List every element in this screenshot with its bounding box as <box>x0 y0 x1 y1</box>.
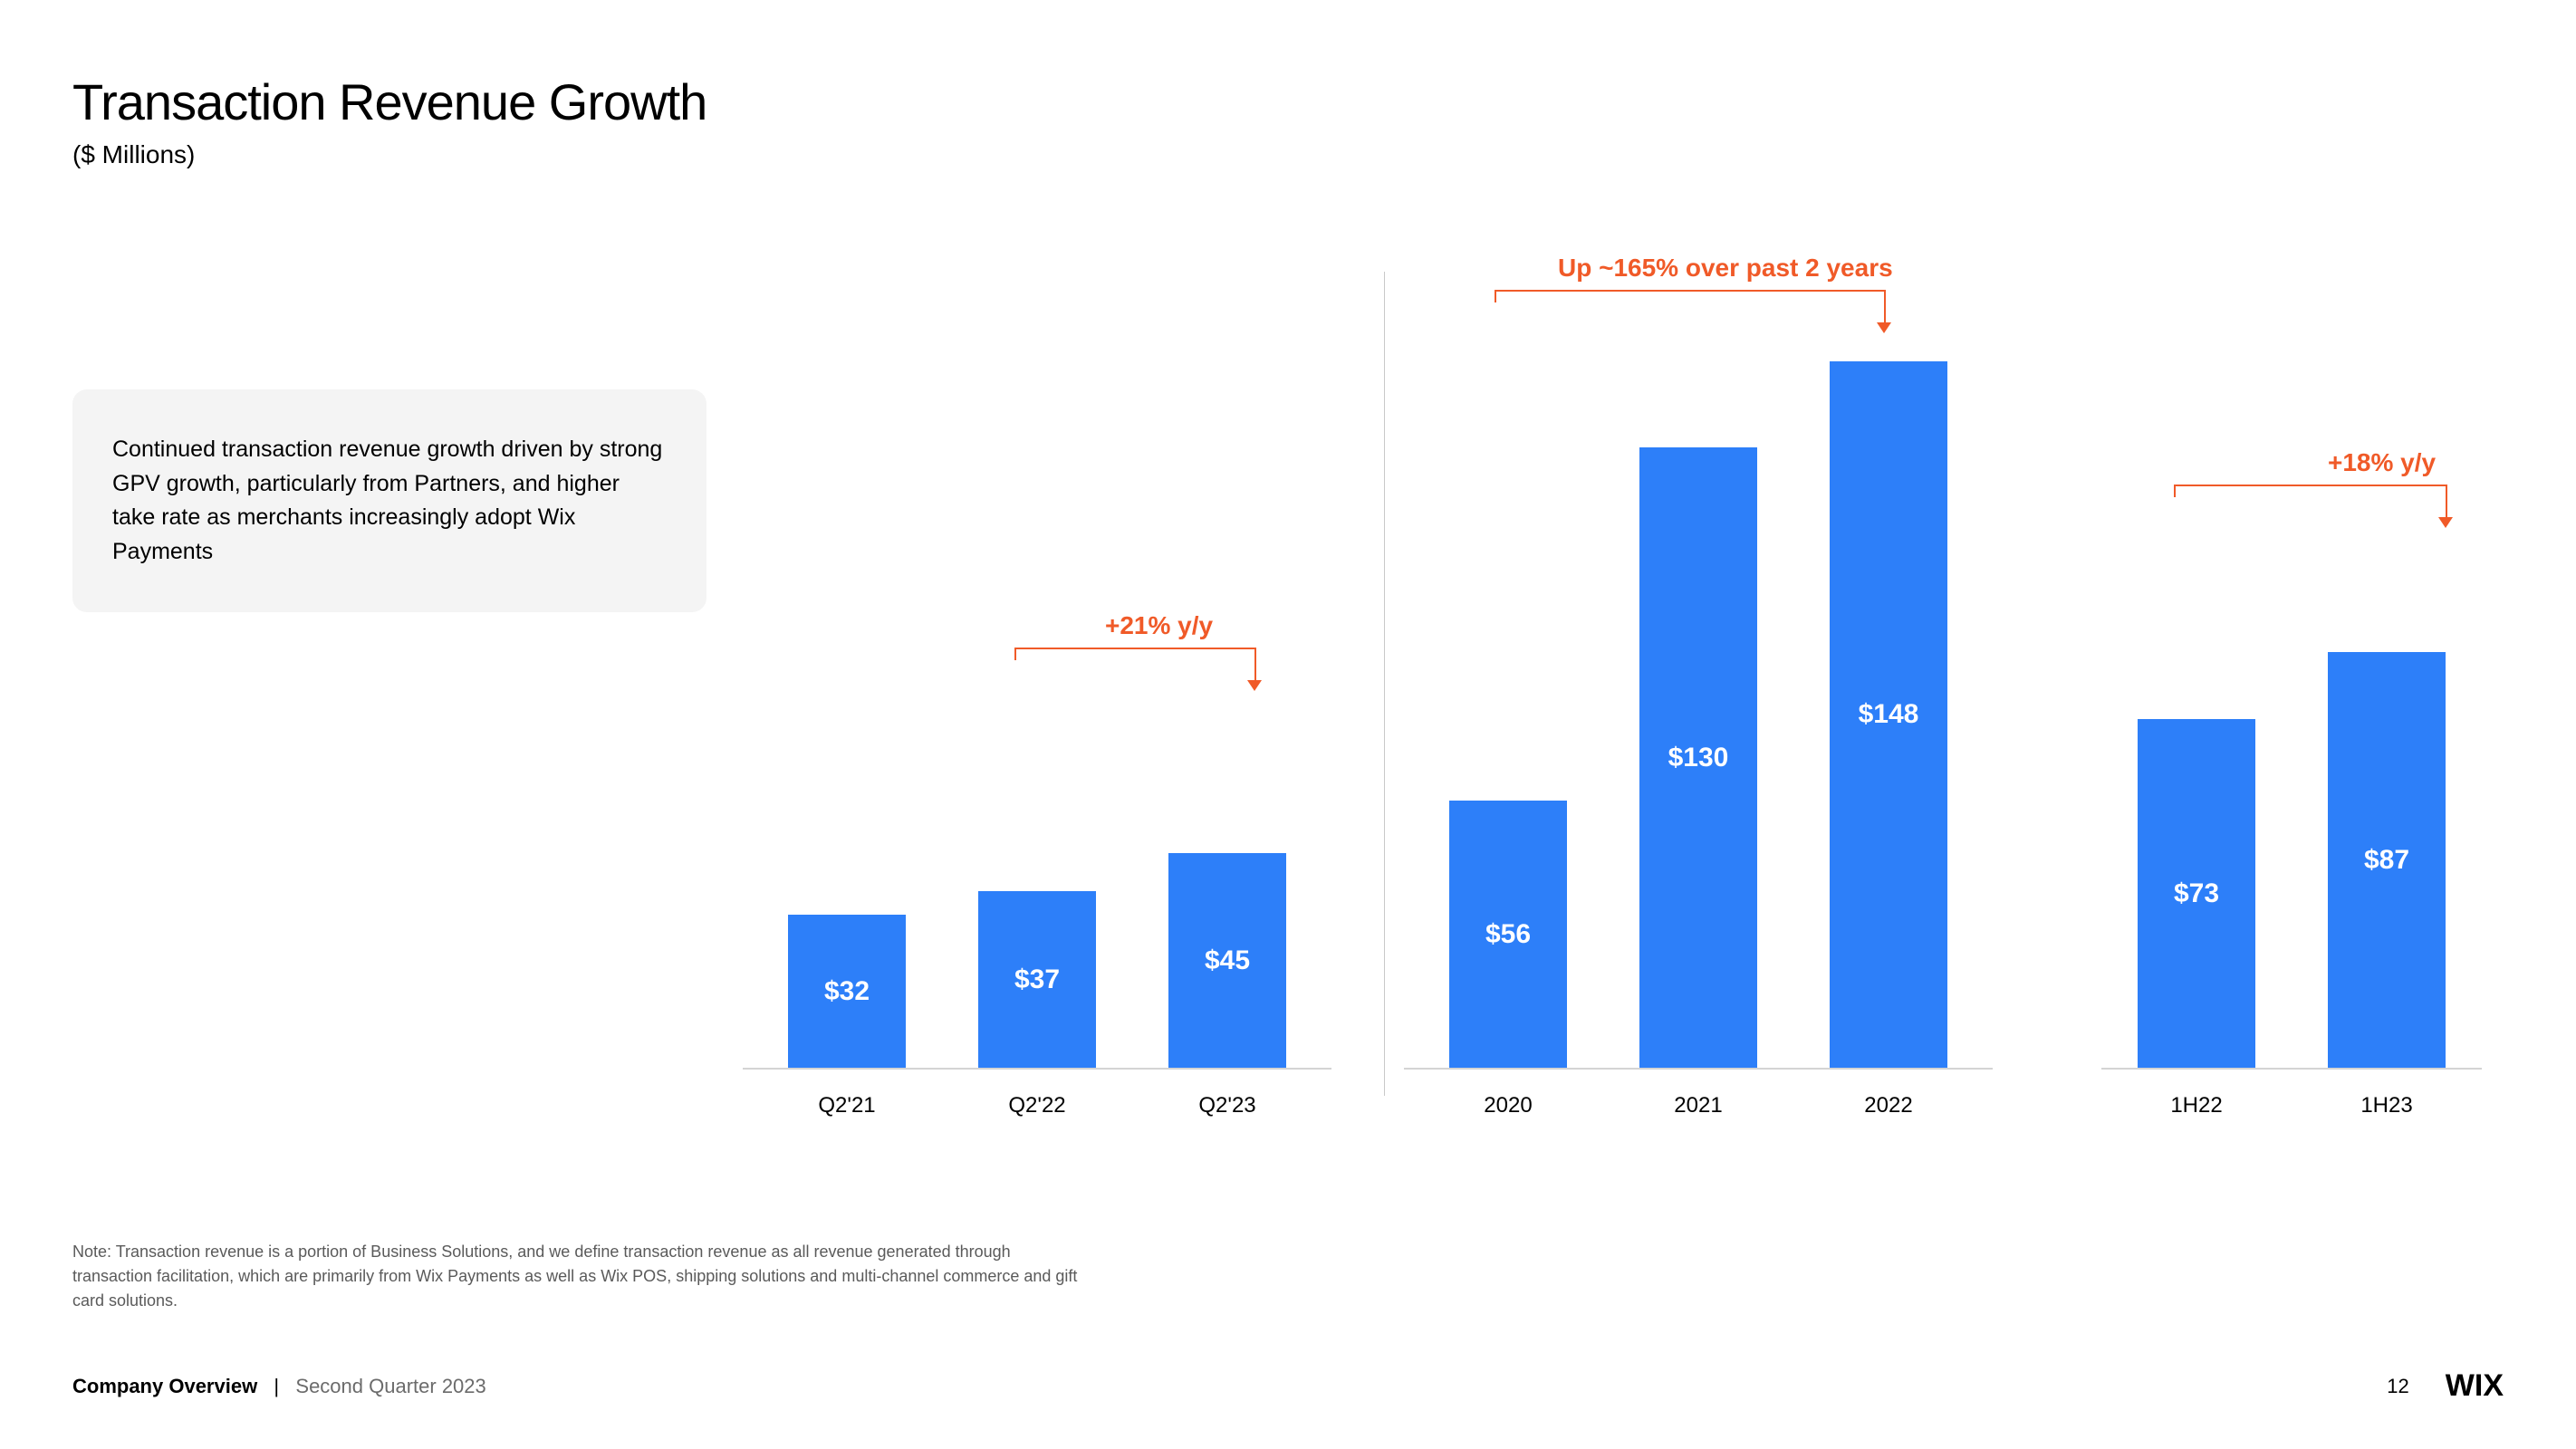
chart-annual: Up ~165% over past 2 years $56 $130 $148 <box>1404 267 1993 1118</box>
annotation-annual: Up ~165% over past 2 years <box>1558 254 1893 283</box>
chart-quarterly: +21% y/y $32 $37 $45 Q2'21 Q2 <box>743 267 1331 1118</box>
x-label: 1H22 <box>2138 1093 2255 1118</box>
footer-left: Company Overview | Second Quarter 2023 <box>72 1375 486 1398</box>
footer-separator: | <box>268 1375 284 1397</box>
charts-row: +21% y/y $32 $37 $45 Q2'21 Q2 <box>743 267 2504 1118</box>
footer-right: 12 WIX <box>2387 1368 2504 1404</box>
page-number: 12 <box>2387 1375 2408 1398</box>
bar-value: $37 <box>978 891 1096 1068</box>
bar: $32 <box>788 915 906 1068</box>
x-axis-labels: 2020 2021 2022 <box>1404 1093 1993 1118</box>
bars-area: $56 $130 $148 <box>1404 363 1993 1070</box>
footnote: Note: Transaction revenue is a portion o… <box>72 1240 1087 1313</box>
page-subtitle: ($ Millions) <box>72 140 2504 169</box>
footer-section: Company Overview <box>72 1375 257 1397</box>
chart-half: +18% y/y $73 $87 1H22 1H23 <box>2101 267 2482 1118</box>
bar-value: $87 <box>2328 652 2446 1068</box>
bar: $37 <box>978 891 1096 1068</box>
bar-value: $130 <box>1639 447 1757 1068</box>
bar-value: $73 <box>2138 719 2255 1068</box>
x-label: 2022 <box>1830 1093 1947 1118</box>
bar: $130 <box>1639 447 1757 1068</box>
brand-logo: WIX <box>2446 1368 2504 1404</box>
x-label: Q2'23 <box>1168 1093 1286 1118</box>
x-label: 1H23 <box>2328 1093 2446 1118</box>
x-label: 2020 <box>1449 1093 1567 1118</box>
bar: $56 <box>1449 801 1567 1068</box>
bars-area: $73 $87 <box>2101 363 2482 1070</box>
page-title: Transaction Revenue Growth <box>72 72 2504 131</box>
bar-value: $45 <box>1168 853 1286 1068</box>
x-label: Q2'21 <box>788 1093 906 1118</box>
slide: Transaction Revenue Growth ($ Millions) … <box>0 0 2576 1449</box>
bar-value: $32 <box>788 915 906 1068</box>
bar-value: $56 <box>1449 801 1567 1068</box>
footer: Company Overview | Second Quarter 2023 1… <box>72 1368 2504 1404</box>
callout-box: Continued transaction revenue growth dri… <box>72 389 706 612</box>
bar: $148 <box>1830 361 1947 1068</box>
bar: $87 <box>2328 652 2446 1068</box>
bar: $73 <box>2138 719 2255 1068</box>
bars-area: $32 $37 $45 <box>743 363 1331 1070</box>
bar: $45 <box>1168 853 1286 1068</box>
x-label: 2021 <box>1639 1093 1757 1118</box>
x-axis-labels: 1H22 1H23 <box>2101 1093 2482 1118</box>
leader-arrow-icon <box>1495 290 1884 335</box>
x-axis-labels: Q2'21 Q2'22 Q2'23 <box>743 1093 1331 1118</box>
x-label: Q2'22 <box>978 1093 1096 1118</box>
footer-period: Second Quarter 2023 <box>295 1375 485 1397</box>
bar-value: $148 <box>1830 361 1947 1068</box>
